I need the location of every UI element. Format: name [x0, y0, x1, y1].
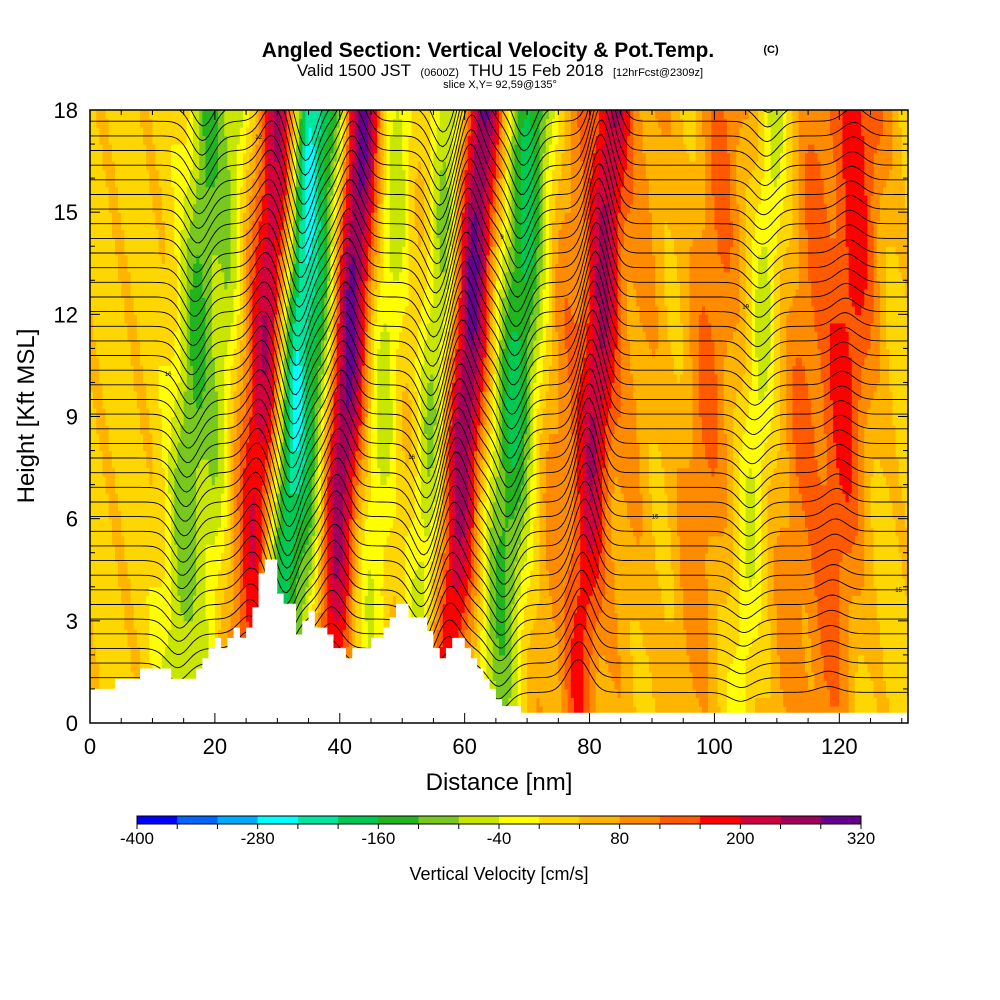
chart-title: Angled Section: Vertical Velocity & Pot.… — [262, 39, 714, 62]
valid-date: THU 15 Feb 2018 — [468, 61, 603, 80]
valid-utc: (0600Z) — [420, 67, 459, 79]
forecast-tag: [12hrFcst@2309z] — [613, 67, 703, 79]
valid-time: Valid 1500 JST — [297, 61, 411, 80]
chart-subtitle: Valid 1500 JST (0600Z) THU 15 Feb 2018 [… — [297, 61, 703, 80]
title-tag: (C) — [763, 44, 779, 56]
slice-info: slice X,Y= 92,59@135° — [443, 79, 557, 91]
chart-figure: Angled Section: Vertical Velocity & Pot.… — [0, 0, 1000, 1000]
plot-area: 181515161619912 — [90, 17, 909, 723]
